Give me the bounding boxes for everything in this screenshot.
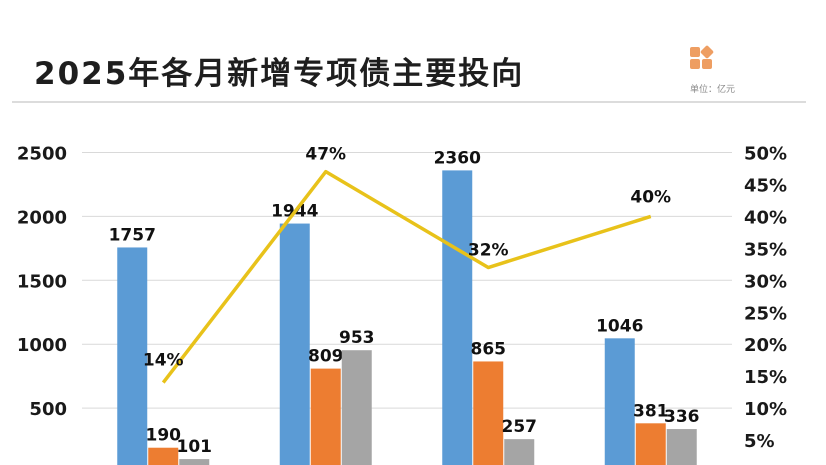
y-axis-tick-label: 2000 [17, 207, 67, 228]
bar-data-label: 809 [308, 347, 344, 367]
y-axis-tick-label: 1500 [17, 271, 67, 292]
y2-axis-tick-label: 40% [744, 207, 787, 228]
bar-data-label: 336 [664, 407, 700, 427]
bar-data-label: 865 [471, 339, 507, 359]
bar-data-label: 953 [339, 328, 375, 348]
y-axis-tick-label: 2500 [17, 144, 67, 165]
header-divider [12, 101, 806, 103]
y2-axis-tick-label: 35% [744, 239, 787, 260]
y-axis-tick-label: 0 [54, 463, 67, 465]
bar [604, 338, 635, 465]
bar-data-label: 381 [633, 401, 669, 421]
bar-data-label: 2360 [434, 148, 481, 168]
bar-data-label: 101 [177, 437, 213, 457]
bar [117, 247, 148, 465]
y2-axis-tick-label: 45% [744, 175, 787, 196]
y2-axis-tick-label: 50% [744, 144, 787, 165]
bar [179, 459, 210, 465]
bar [279, 223, 310, 465]
bar-data-label: 1046 [596, 316, 643, 336]
bar [341, 350, 372, 465]
line-data-label: 32% [468, 241, 509, 261]
line-data-label: 40% [630, 187, 671, 207]
bar [504, 439, 535, 465]
y-axis-tick-label: 500 [29, 399, 67, 420]
line-data-label: 14% [143, 351, 184, 371]
y2-axis-tick-label: 25% [744, 303, 787, 324]
bar [473, 361, 504, 465]
y2-axis-tick-label: 0% [744, 463, 775, 465]
bar-data-label: 1757 [109, 225, 156, 245]
chart-title: 2025年各月新增专项债主要投向 [34, 56, 525, 92]
y2-axis-tick-label: 15% [744, 367, 787, 388]
y2-axis-tick-label: 30% [744, 271, 787, 292]
bar [148, 447, 179, 465]
bar [666, 429, 697, 465]
bar-data-label: 257 [502, 417, 538, 437]
unit-label: 单位：亿元 [690, 85, 736, 95]
line-data-label: 47% [305, 145, 346, 165]
y-axis-tick-label: 1000 [17, 335, 67, 356]
bar [310, 368, 341, 465]
line-series [161, 169, 652, 384]
y2-axis-tick-label: 10% [744, 399, 787, 420]
y2-axis-tick-label: 20% [744, 335, 787, 356]
bar [442, 170, 473, 465]
y2-axis-tick-label: 5% [744, 431, 775, 452]
bar-data-label: 190 [146, 426, 182, 446]
bar [635, 423, 666, 465]
square-diamond-logo-icon [688, 44, 726, 82]
